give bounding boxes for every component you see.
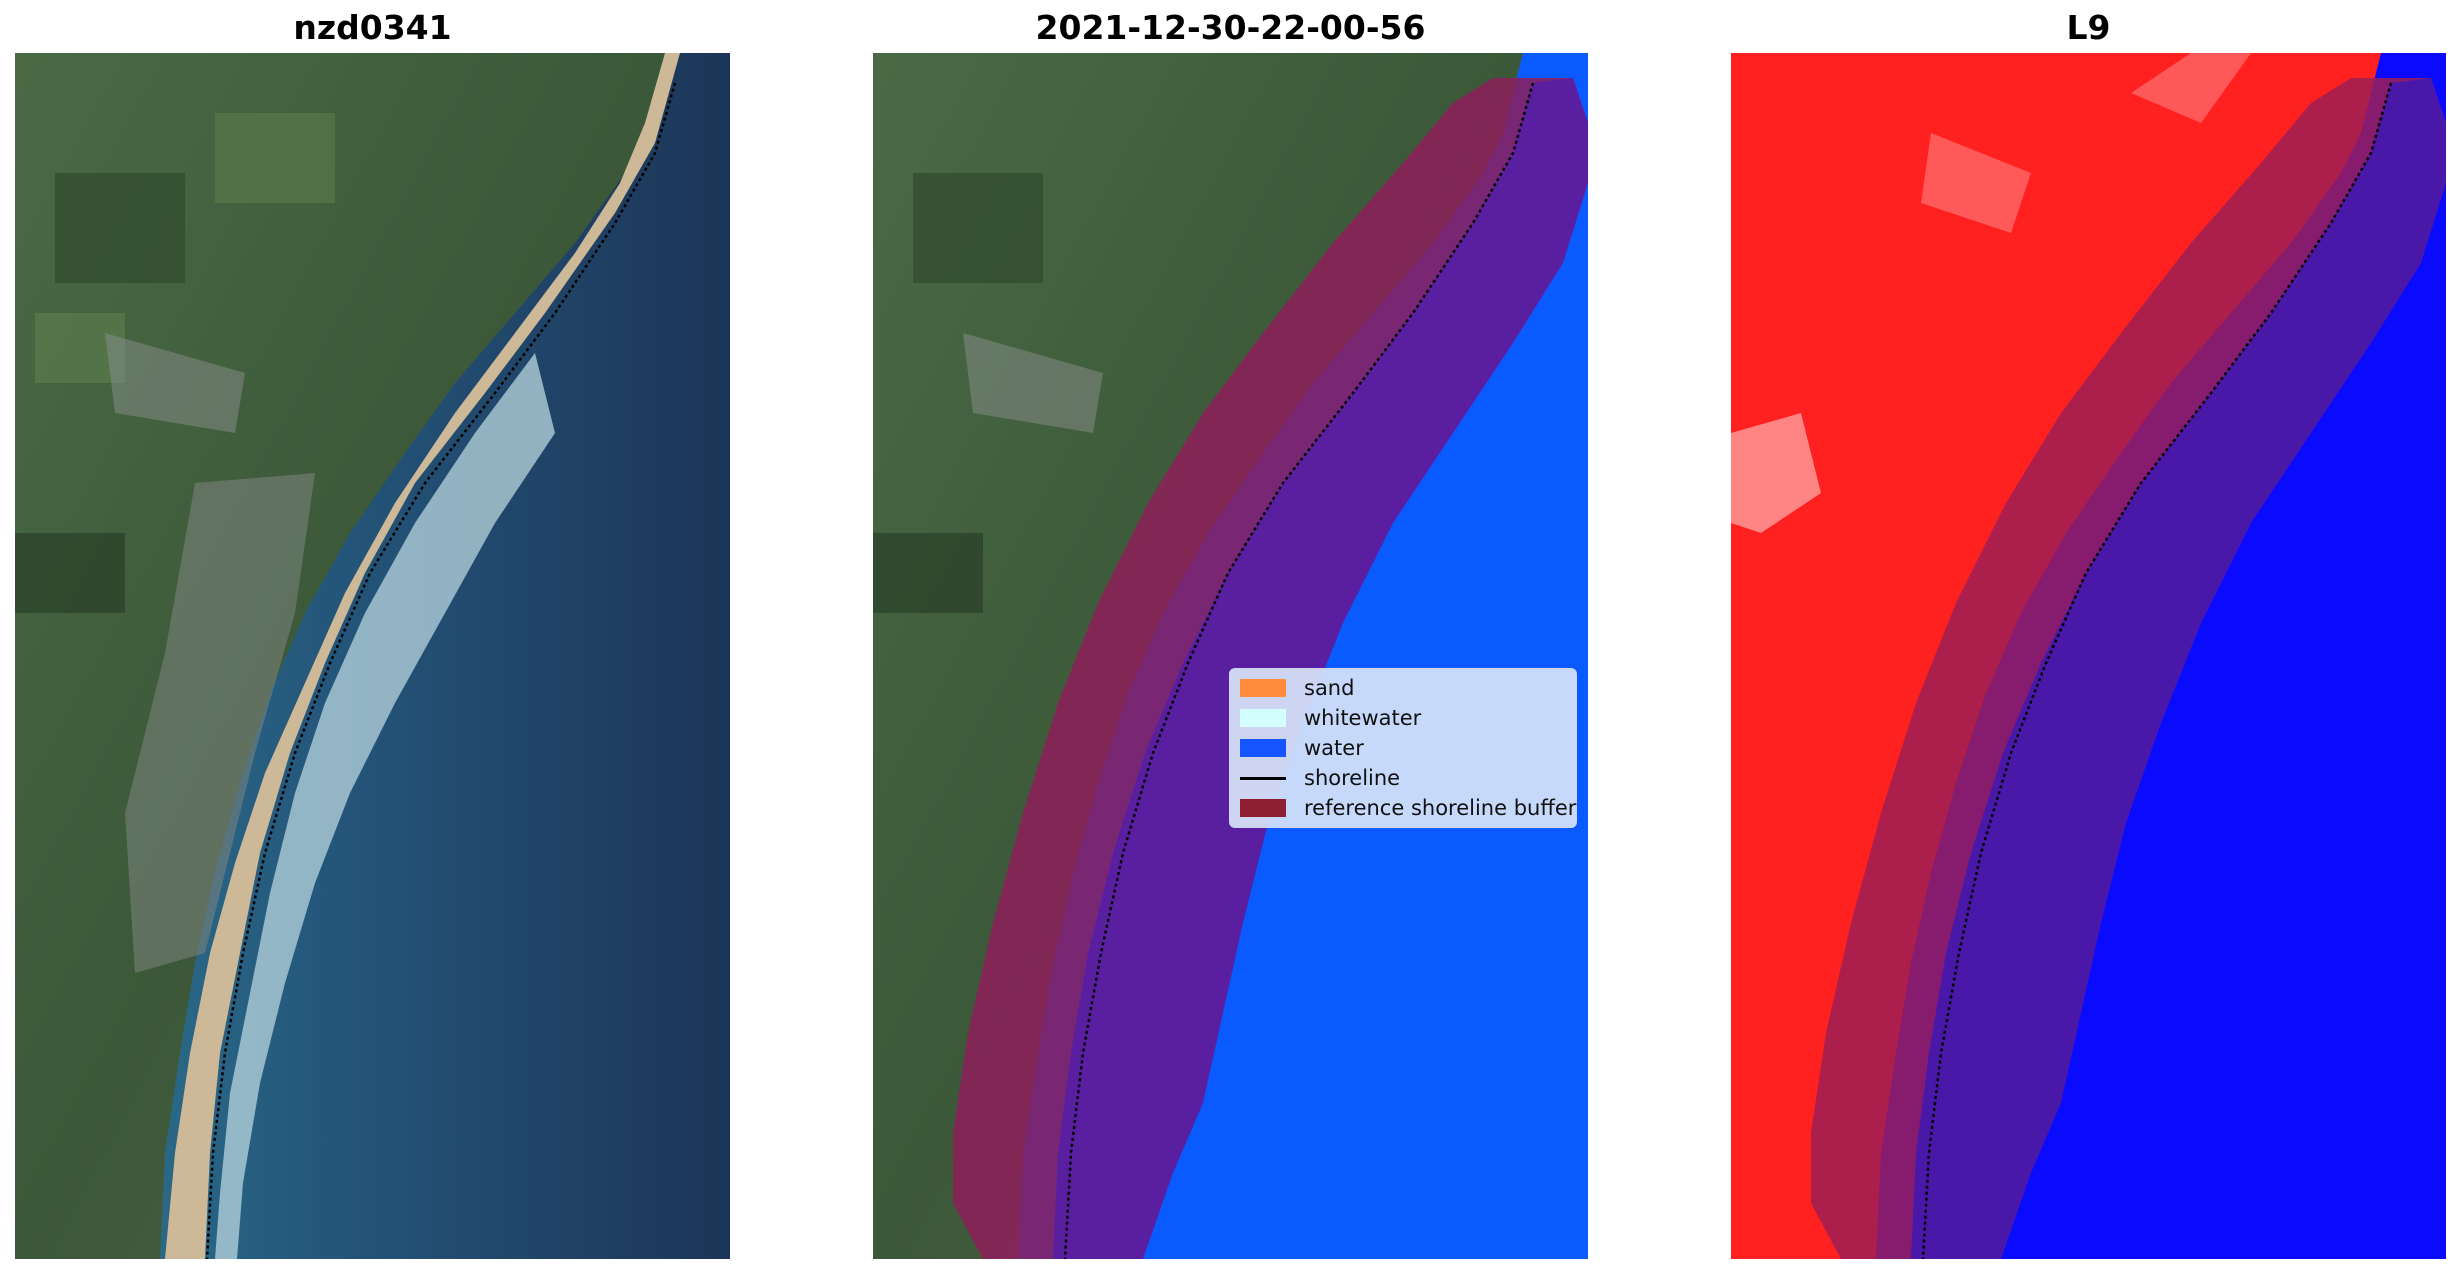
legend-swatch-sand xyxy=(1240,679,1286,697)
legend-item: water xyxy=(1240,733,1566,763)
legend-item: shoreline xyxy=(1240,763,1566,793)
legend-label: water xyxy=(1304,736,1364,760)
legend-label: reference shoreline buffer xyxy=(1304,796,1577,820)
panel-title-left: nzd0341 xyxy=(293,8,452,47)
legend-label: shoreline xyxy=(1304,766,1401,790)
rgb-satellite-image xyxy=(15,53,730,1259)
legend-label: sand xyxy=(1304,676,1355,700)
legend-swatch-water xyxy=(1240,739,1286,757)
legend-swatch-buffer xyxy=(1240,799,1286,817)
legend: sand whitewater water shoreline referenc… xyxy=(1229,668,1577,828)
index-image xyxy=(1731,53,2446,1259)
panel-title-right: L9 xyxy=(2066,8,2111,47)
legend-item: reference shoreline buffer xyxy=(1240,793,1576,823)
classification-map xyxy=(873,53,1588,1259)
legend-swatch-shoreline xyxy=(1240,776,1286,780)
legend-swatch-whitewater xyxy=(1240,709,1286,727)
panel-title-middle: 2021-12-30-22-00-56 xyxy=(1035,8,1426,47)
legend-label: whitewater xyxy=(1304,706,1422,730)
legend-item: whitewater xyxy=(1240,703,1566,733)
legend-item: sand xyxy=(1240,673,1566,703)
